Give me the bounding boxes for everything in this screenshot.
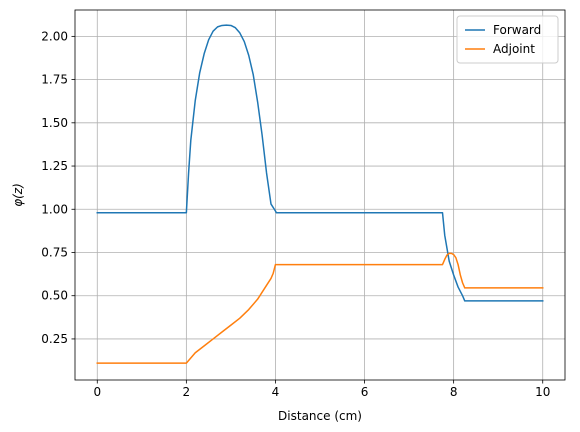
y-tick-label: 1.25 bbox=[41, 159, 68, 173]
y-tick-label: 2.00 bbox=[41, 29, 68, 43]
x-tick-label: 6 bbox=[361, 385, 369, 399]
x-tick-label: 8 bbox=[450, 385, 458, 399]
y-tick-label: 0.50 bbox=[41, 289, 68, 303]
series-line-forward bbox=[96, 24, 544, 302]
y-tick-label: 0.75 bbox=[41, 245, 68, 259]
legend-label: Forward bbox=[493, 23, 541, 37]
ticks: 0 2 4 6 8 10 0.25 0.50 0.75 1.00 1.25 1.50 1.75 2.00 bbox=[41, 29, 550, 399]
plot-area bbox=[75, 10, 565, 380]
y-tick-label: 1.00 bbox=[41, 202, 68, 216]
legend-label: Adjoint bbox=[493, 42, 535, 56]
y-tick-label: 1.50 bbox=[41, 116, 68, 130]
x-tick-label: 10 bbox=[535, 385, 550, 399]
grid bbox=[75, 10, 565, 380]
x-tick-label: 4 bbox=[272, 385, 280, 399]
legend: Forward Adjoint bbox=[456, 15, 559, 64]
y-axis-label: φ(z) bbox=[11, 183, 25, 207]
plot-frame bbox=[74, 9, 566, 381]
series-line-adjoint bbox=[96, 252, 544, 364]
x-tick-label: 0 bbox=[93, 385, 101, 399]
y-tick-label: 1.75 bbox=[41, 73, 68, 87]
series-layer bbox=[96, 24, 544, 364]
x-tick-label: 2 bbox=[183, 385, 191, 399]
legend-box bbox=[456, 15, 559, 64]
x-axis-label: Distance (cm) bbox=[278, 409, 362, 423]
y-tick-label: 0.25 bbox=[41, 332, 68, 346]
